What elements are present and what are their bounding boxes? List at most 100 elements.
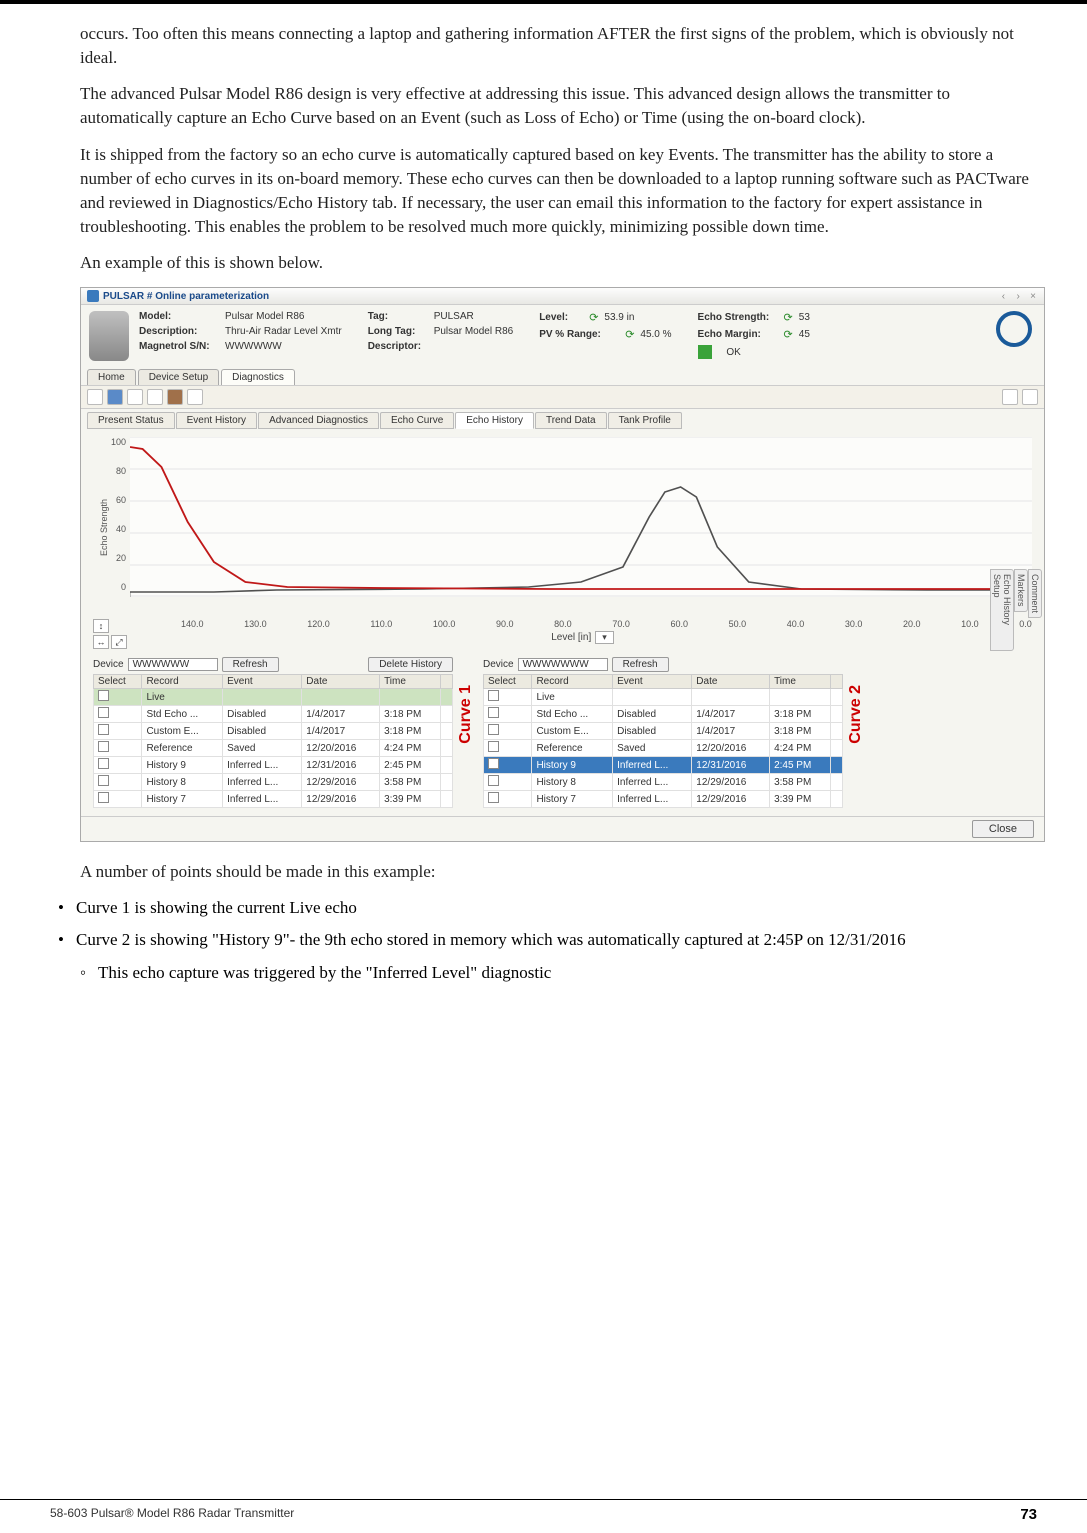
row-checkbox[interactable] [488, 775, 499, 786]
x-unit-select[interactable]: ▾ [595, 631, 614, 644]
device-label: Device [93, 659, 124, 670]
table-row[interactable]: History 9Inferred L...12/31/20162:45 PM [484, 757, 843, 774]
bullet-1: Curve 1 is showing the current Live echo [76, 896, 357, 920]
col-event[interactable]: Event [613, 675, 692, 689]
table-row[interactable]: ReferenceSaved12/20/20164:24 PM [484, 740, 843, 757]
col-time[interactable]: Time [380, 675, 441, 689]
tab-diagnostics[interactable]: Diagnostics [221, 369, 295, 385]
delete-history-button[interactable]: Delete History [368, 657, 453, 672]
row-checkbox[interactable] [98, 775, 109, 786]
subtab-present-status[interactable]: Present Status [87, 412, 175, 429]
sn-label: Magnetrol S/N: [139, 341, 219, 352]
print-icon[interactable] [147, 389, 163, 405]
zoom-reset-button[interactable]: ↕ [93, 619, 109, 633]
close-icon[interactable]: × [1028, 291, 1038, 302]
table-row[interactable]: ReferenceSaved12/20/20164:24 PM [94, 740, 453, 757]
table-row[interactable]: Custom E...Disabled1/4/20173:18 PM [94, 723, 453, 740]
row-checkbox[interactable] [98, 690, 109, 701]
curve-1-label: Curve 1 [457, 685, 475, 744]
subtab-adv-diagnostics[interactable]: Advanced Diagnostics [258, 412, 379, 429]
cell-event: Saved [613, 740, 692, 757]
table-row[interactable]: Std Echo ...Disabled1/4/20173:18 PM [94, 706, 453, 723]
device-label: Device [483, 659, 514, 670]
row-checkbox[interactable] [488, 758, 499, 769]
sidetab-markers[interactable]: Markers [1014, 569, 1028, 612]
tool-icon[interactable] [187, 389, 203, 405]
row-checkbox[interactable] [488, 690, 499, 701]
col-time[interactable]: Time [770, 675, 831, 689]
sidetab-comment[interactable]: Comment [1028, 569, 1042, 618]
close-button[interactable]: Close [972, 820, 1034, 838]
refresh-icon[interactable]: ⟳ [625, 328, 634, 341]
table-row[interactable]: Live [94, 689, 453, 706]
row-checkbox[interactable] [98, 707, 109, 718]
table-row[interactable]: History 9Inferred L...12/31/20162:45 PM [94, 757, 453, 774]
col-event[interactable]: Event [223, 675, 302, 689]
table-row[interactable]: Live [484, 689, 843, 706]
cell-event: Inferred L... [223, 757, 302, 774]
tool-icon[interactable] [167, 389, 183, 405]
subtab-echo-curve[interactable]: Echo Curve [380, 412, 454, 429]
status-ok-icon [698, 345, 712, 359]
cell-record: Live [532, 689, 613, 706]
refresh-icon[interactable]: ⟳ [589, 311, 598, 324]
row-checkbox[interactable] [98, 792, 109, 803]
refresh-icon[interactable]: ⟳ [784, 311, 793, 324]
col-select[interactable]: Select [484, 675, 532, 689]
row-checkbox[interactable] [488, 724, 499, 735]
row-checkbox[interactable] [98, 741, 109, 752]
x-tick: 140.0 [181, 619, 204, 629]
table-row[interactable]: Std Echo ...Disabled1/4/20173:18 PM [484, 706, 843, 723]
table-row[interactable]: History 8Inferred L...12/29/20163:58 PM [484, 774, 843, 791]
zoom-out-button[interactable]: ↔ [93, 635, 109, 649]
table-row[interactable]: Custom E...Disabled1/4/20173:18 PM [484, 723, 843, 740]
col-record[interactable]: Record [142, 675, 223, 689]
para-1: occurs. Too often this means connecting … [80, 22, 1037, 70]
tool-icon[interactable] [127, 389, 143, 405]
row-checkbox[interactable] [488, 741, 499, 752]
minimize-icon[interactable]: ‹ [998, 291, 1008, 302]
zoom-fit-button[interactable]: ⤢ [111, 635, 127, 649]
row-checkbox[interactable] [488, 707, 499, 718]
y-axis-label: Echo Strength [97, 499, 111, 556]
save-icon[interactable] [107, 389, 123, 405]
col-date[interactable]: Date [692, 675, 770, 689]
cell-record: Std Echo ... [532, 706, 613, 723]
subtab-event-history[interactable]: Event History [176, 412, 257, 429]
refresh-icon[interactable]: ⟳ [784, 328, 793, 341]
col-date[interactable]: Date [302, 675, 380, 689]
row-checkbox[interactable] [98, 724, 109, 735]
row-checkbox[interactable] [98, 758, 109, 769]
col-select[interactable]: Select [94, 675, 142, 689]
restore-icon[interactable]: › [1013, 291, 1023, 302]
help-icon[interactable] [1022, 389, 1038, 405]
subtab-echo-history[interactable]: Echo History [455, 412, 534, 429]
tab-home[interactable]: Home [87, 369, 136, 385]
tool-icon[interactable] [87, 389, 103, 405]
help-icon[interactable] [1002, 389, 1018, 405]
cell-time: 4:24 PM [380, 740, 441, 757]
device-select-2[interactable]: WWWWWWW [518, 658, 608, 671]
device-select-value: WWWWWWW [523, 659, 589, 670]
col-record[interactable]: Record [532, 675, 613, 689]
x-tick: 90.0 [496, 619, 514, 629]
cell-date: 12/20/2016 [692, 740, 770, 757]
table-row[interactable]: History 7Inferred L...12/29/20163:39 PM [94, 791, 453, 808]
x-tick: 40.0 [787, 619, 805, 629]
device-select-1[interactable]: WWWWWW [128, 658, 218, 671]
echostr-value: 53 [799, 312, 810, 323]
row-checkbox[interactable] [488, 792, 499, 803]
x-tick: 130.0 [244, 619, 267, 629]
sidetab-echo-history-setup[interactable]: Echo History Setup [990, 569, 1014, 651]
refresh-button-1[interactable]: Refresh [222, 657, 279, 672]
refresh-button-2[interactable]: Refresh [612, 657, 669, 672]
y-ticks: 100 80 60 40 20 0 [111, 437, 130, 592]
table-row[interactable]: History 8Inferred L...12/29/20163:58 PM [94, 774, 453, 791]
scroll-col [831, 675, 843, 689]
pvrange-label: PV % Range: [539, 329, 619, 340]
table-row[interactable]: History 7Inferred L...12/29/20163:39 PM [484, 791, 843, 808]
para-4: An example of this is shown below. [80, 251, 1037, 275]
subtab-tank-profile[interactable]: Tank Profile [608, 412, 682, 429]
tab-device-setup[interactable]: Device Setup [138, 369, 219, 385]
subtab-trend-data[interactable]: Trend Data [535, 412, 607, 429]
